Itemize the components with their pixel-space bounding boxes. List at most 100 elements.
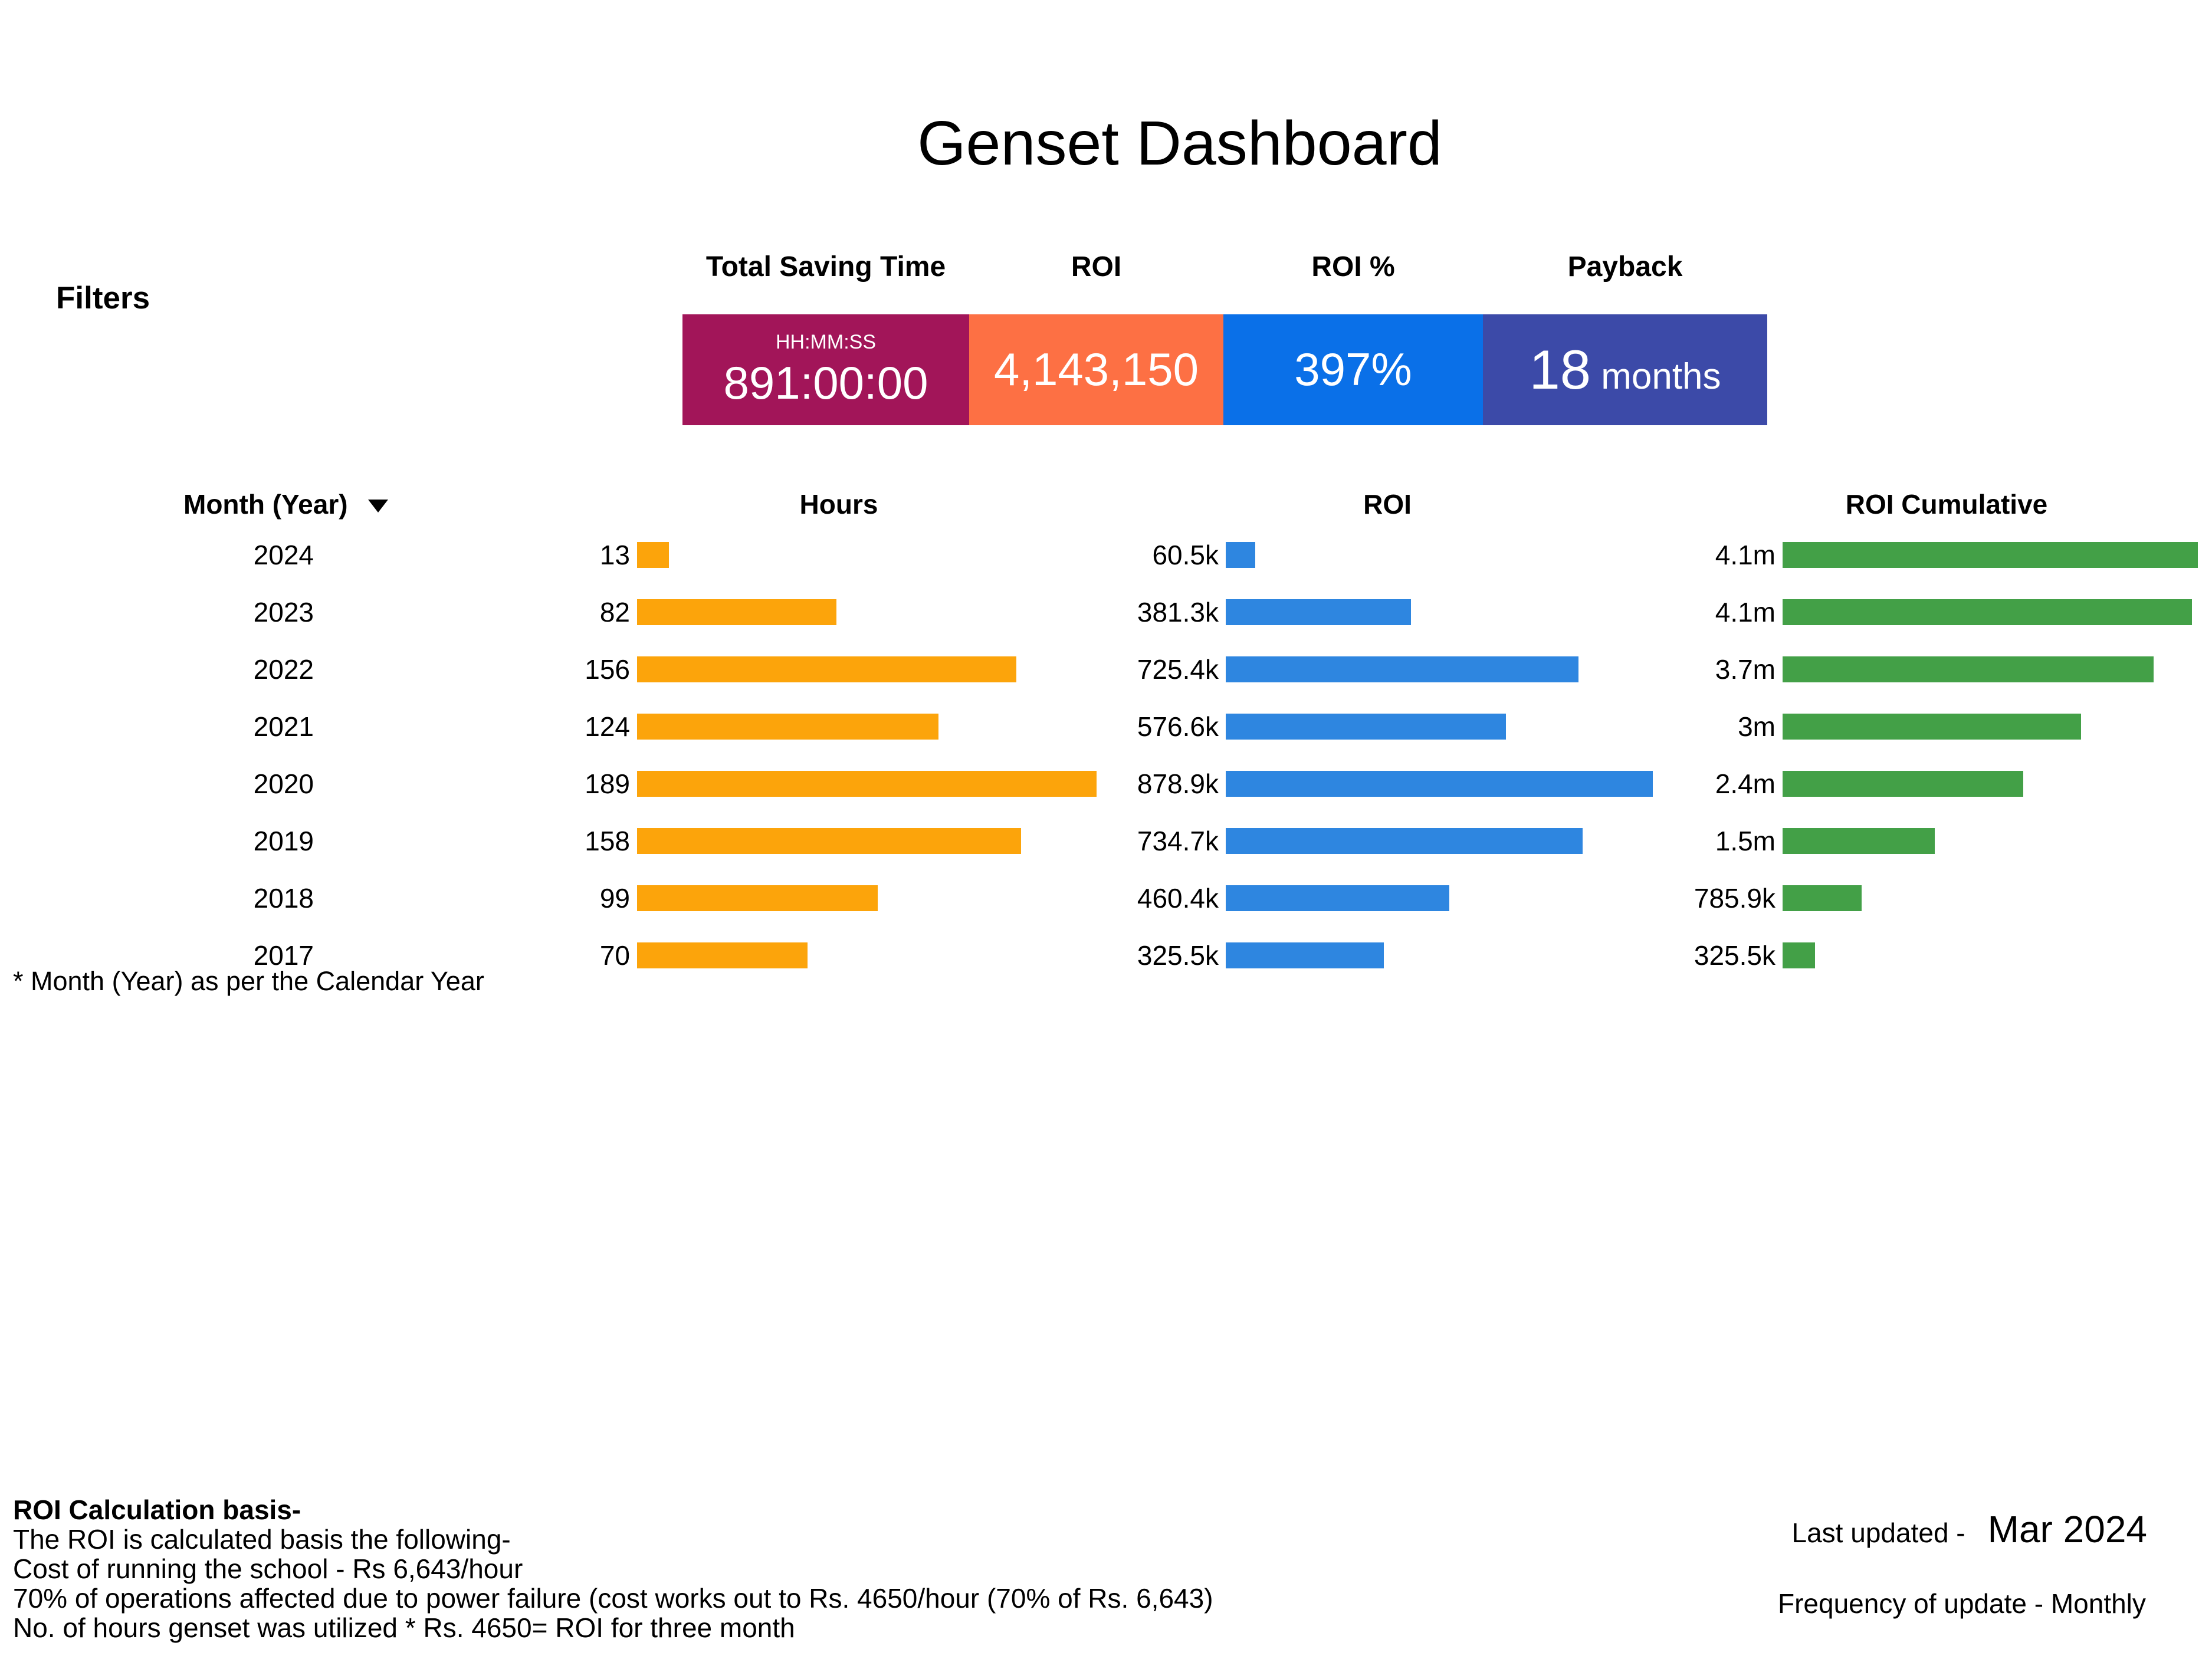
kpi-header-total-saving-time: Total Saving Time [705,251,946,282]
roi-bar[interactable] [1226,541,1255,568]
kpi-value-roi-pct: 397% [1294,343,1412,396]
column-header-month-year[interactable]: Month (Year) [183,488,388,520]
table-row: 2023 82 381.3k 4.1m [0,583,2212,640]
year-label: 2020 [253,768,314,799]
kpi-header-payback: Payback [1567,251,1683,282]
roi-cumulative-value-label: 3m [1738,711,1775,742]
notes-line: 70% of operations affected due to power … [13,1583,1213,1614]
kpi-header-roi: ROI [1071,251,1122,282]
roi-bar[interactable] [1226,713,1506,740]
roi-value-label: 325.5k [1137,939,1219,971]
year-label: 2019 [253,825,314,856]
notes-title: ROI Calculation basis- [13,1494,301,1525]
kpi-subtitle: HH:MM:SS [776,331,876,354]
filters-label: Filters [56,281,150,316]
hours-bar[interactable] [637,541,669,568]
table-rows: 2024 13 60.5k 4.1m 2023 82 381.3k 4.1m 2… [0,526,2212,984]
table-header-row: Month (Year) Hours ROI ROI Cumulative [0,488,2212,521]
notes-line: Cost of running the school - Rs 6,643/ho… [13,1553,523,1584]
roi-bar[interactable] [1226,599,1411,625]
table-row: 2022 156 725.4k 3.7m [0,640,2212,698]
roi-cumulative-value-label: 325.5k [1694,939,1775,971]
table-row: 2020 189 878.9k 2.4m [0,755,2212,812]
kpi-value-roi: 4,143,150 [993,343,1199,396]
payback-number: 18 [1529,338,1591,400]
roi-cumulative-bar[interactable] [1783,541,2198,568]
roi-value-label: 460.4k [1137,882,1219,914]
notes-line: No. of hours genset was utilized * Rs. 4… [13,1612,795,1643]
roi-cumulative-bar[interactable] [1783,713,2081,740]
page-title: Genset Dashboard [917,109,1442,178]
roi-cumulative-bar[interactable] [1783,770,2023,797]
roi-value-label: 60.5k [1152,539,1219,570]
roi-bar[interactable] [1226,885,1449,911]
hours-bar[interactable] [637,770,1097,797]
roi-value-label: 576.6k [1137,711,1219,742]
roi-bar[interactable] [1226,827,1583,854]
kpi-card-payback: 18 months [1483,314,1767,425]
year-label: 2022 [253,653,314,685]
month-year-header-label: Month (Year) [183,489,348,520]
table-row: 2018 99 460.4k 785.9k [0,869,2212,927]
roi-cumulative-value-label: 1.5m [1715,825,1775,856]
hours-value-label: 189 [585,768,630,799]
last-updated-label: Last updated - [1791,1517,1965,1548]
roi-cumulative-value-label: 785.9k [1694,882,1775,914]
year-label: 2021 [253,711,314,742]
roi-value-label: 725.4k [1137,653,1219,685]
year-label: 2024 [253,539,314,570]
table-row: 2019 158 734.7k 1.5m [0,812,2212,869]
kpi-card-roi: 4,143,150 [969,314,1223,425]
roi-value-label: 734.7k [1137,825,1219,856]
hours-bar[interactable] [637,942,808,968]
year-label: 2023 [253,596,314,628]
roi-cumulative-bar[interactable] [1783,885,1862,911]
hours-value-label: 158 [585,825,630,856]
hours-value-label: 99 [599,882,630,914]
hours-bar[interactable] [637,656,1016,682]
roi-cumulative-bar[interactable] [1783,942,1815,968]
kpi-header-roi-pct: ROI % [1311,251,1395,282]
column-header-roi: ROI [1363,489,1412,520]
kpi-value-total-saving-time: 891:00:00 [723,356,928,409]
sort-caret-icon[interactable] [367,500,388,513]
table-row: 2021 124 576.6k 3m [0,698,2212,755]
roi-cumulative-value-label: 3.7m [1715,653,1775,685]
last-updated-value: Mar 2024 [1987,1508,2147,1550]
roi-cumulative-bar[interactable] [1783,599,2192,625]
year-label: 2018 [253,882,314,914]
roi-cumulative-bar[interactable] [1783,827,1935,854]
roi-value-label: 381.3k [1137,596,1219,628]
calendar-year-footnote: * Month (Year) as per the Calendar Year [13,966,484,996]
hours-value-label: 70 [599,939,630,971]
roi-cumulative-value-label: 4.1m [1715,596,1775,628]
notes-line: The ROI is calculated basis the followin… [13,1524,511,1555]
hours-bar[interactable] [637,885,878,911]
roi-cumulative-value-label: 4.1m [1715,539,1775,570]
roi-calculation-notes: ROI Calculation basis- The ROI is calcul… [13,1495,1213,1642]
kpi-card-roi-pct: 397% [1223,314,1483,425]
hours-bar[interactable] [637,713,938,740]
kpi-value-payback: 18 months [1529,338,1721,400]
kpi-card-total-saving-time: HH:MM:SS 891:00:00 [682,314,969,425]
hours-value-label: 13 [599,539,630,570]
roi-bar[interactable] [1226,770,1653,797]
hours-bar[interactable] [637,827,1021,854]
roi-cumulative-value-label: 2.4m [1715,768,1775,799]
update-frequency: Frequency of update - Monthly [1778,1588,2146,1619]
table-row: 2024 13 60.5k 4.1m [0,526,2212,583]
table-row: 2017 70 325.5k 325.5k [0,927,2212,984]
kpi-cards: HH:MM:SS 891:00:00 4,143,150 397% 18 mon… [682,314,1767,425]
hours-value-label: 156 [585,653,630,685]
roi-value-label: 878.9k [1137,768,1219,799]
hours-value-label: 124 [585,711,630,742]
column-header-roi-cumulative: ROI Cumulative [1845,489,2048,520]
year-label: 2017 [253,939,314,971]
kpi-headers: Total Saving Time ROI ROI % Payback [682,251,1767,283]
payback-unit: months [1591,356,1721,397]
roi-bar[interactable] [1226,656,1578,682]
roi-cumulative-bar[interactable] [1783,656,2154,682]
roi-bar[interactable] [1226,942,1384,968]
hours-bar[interactable] [637,599,836,625]
